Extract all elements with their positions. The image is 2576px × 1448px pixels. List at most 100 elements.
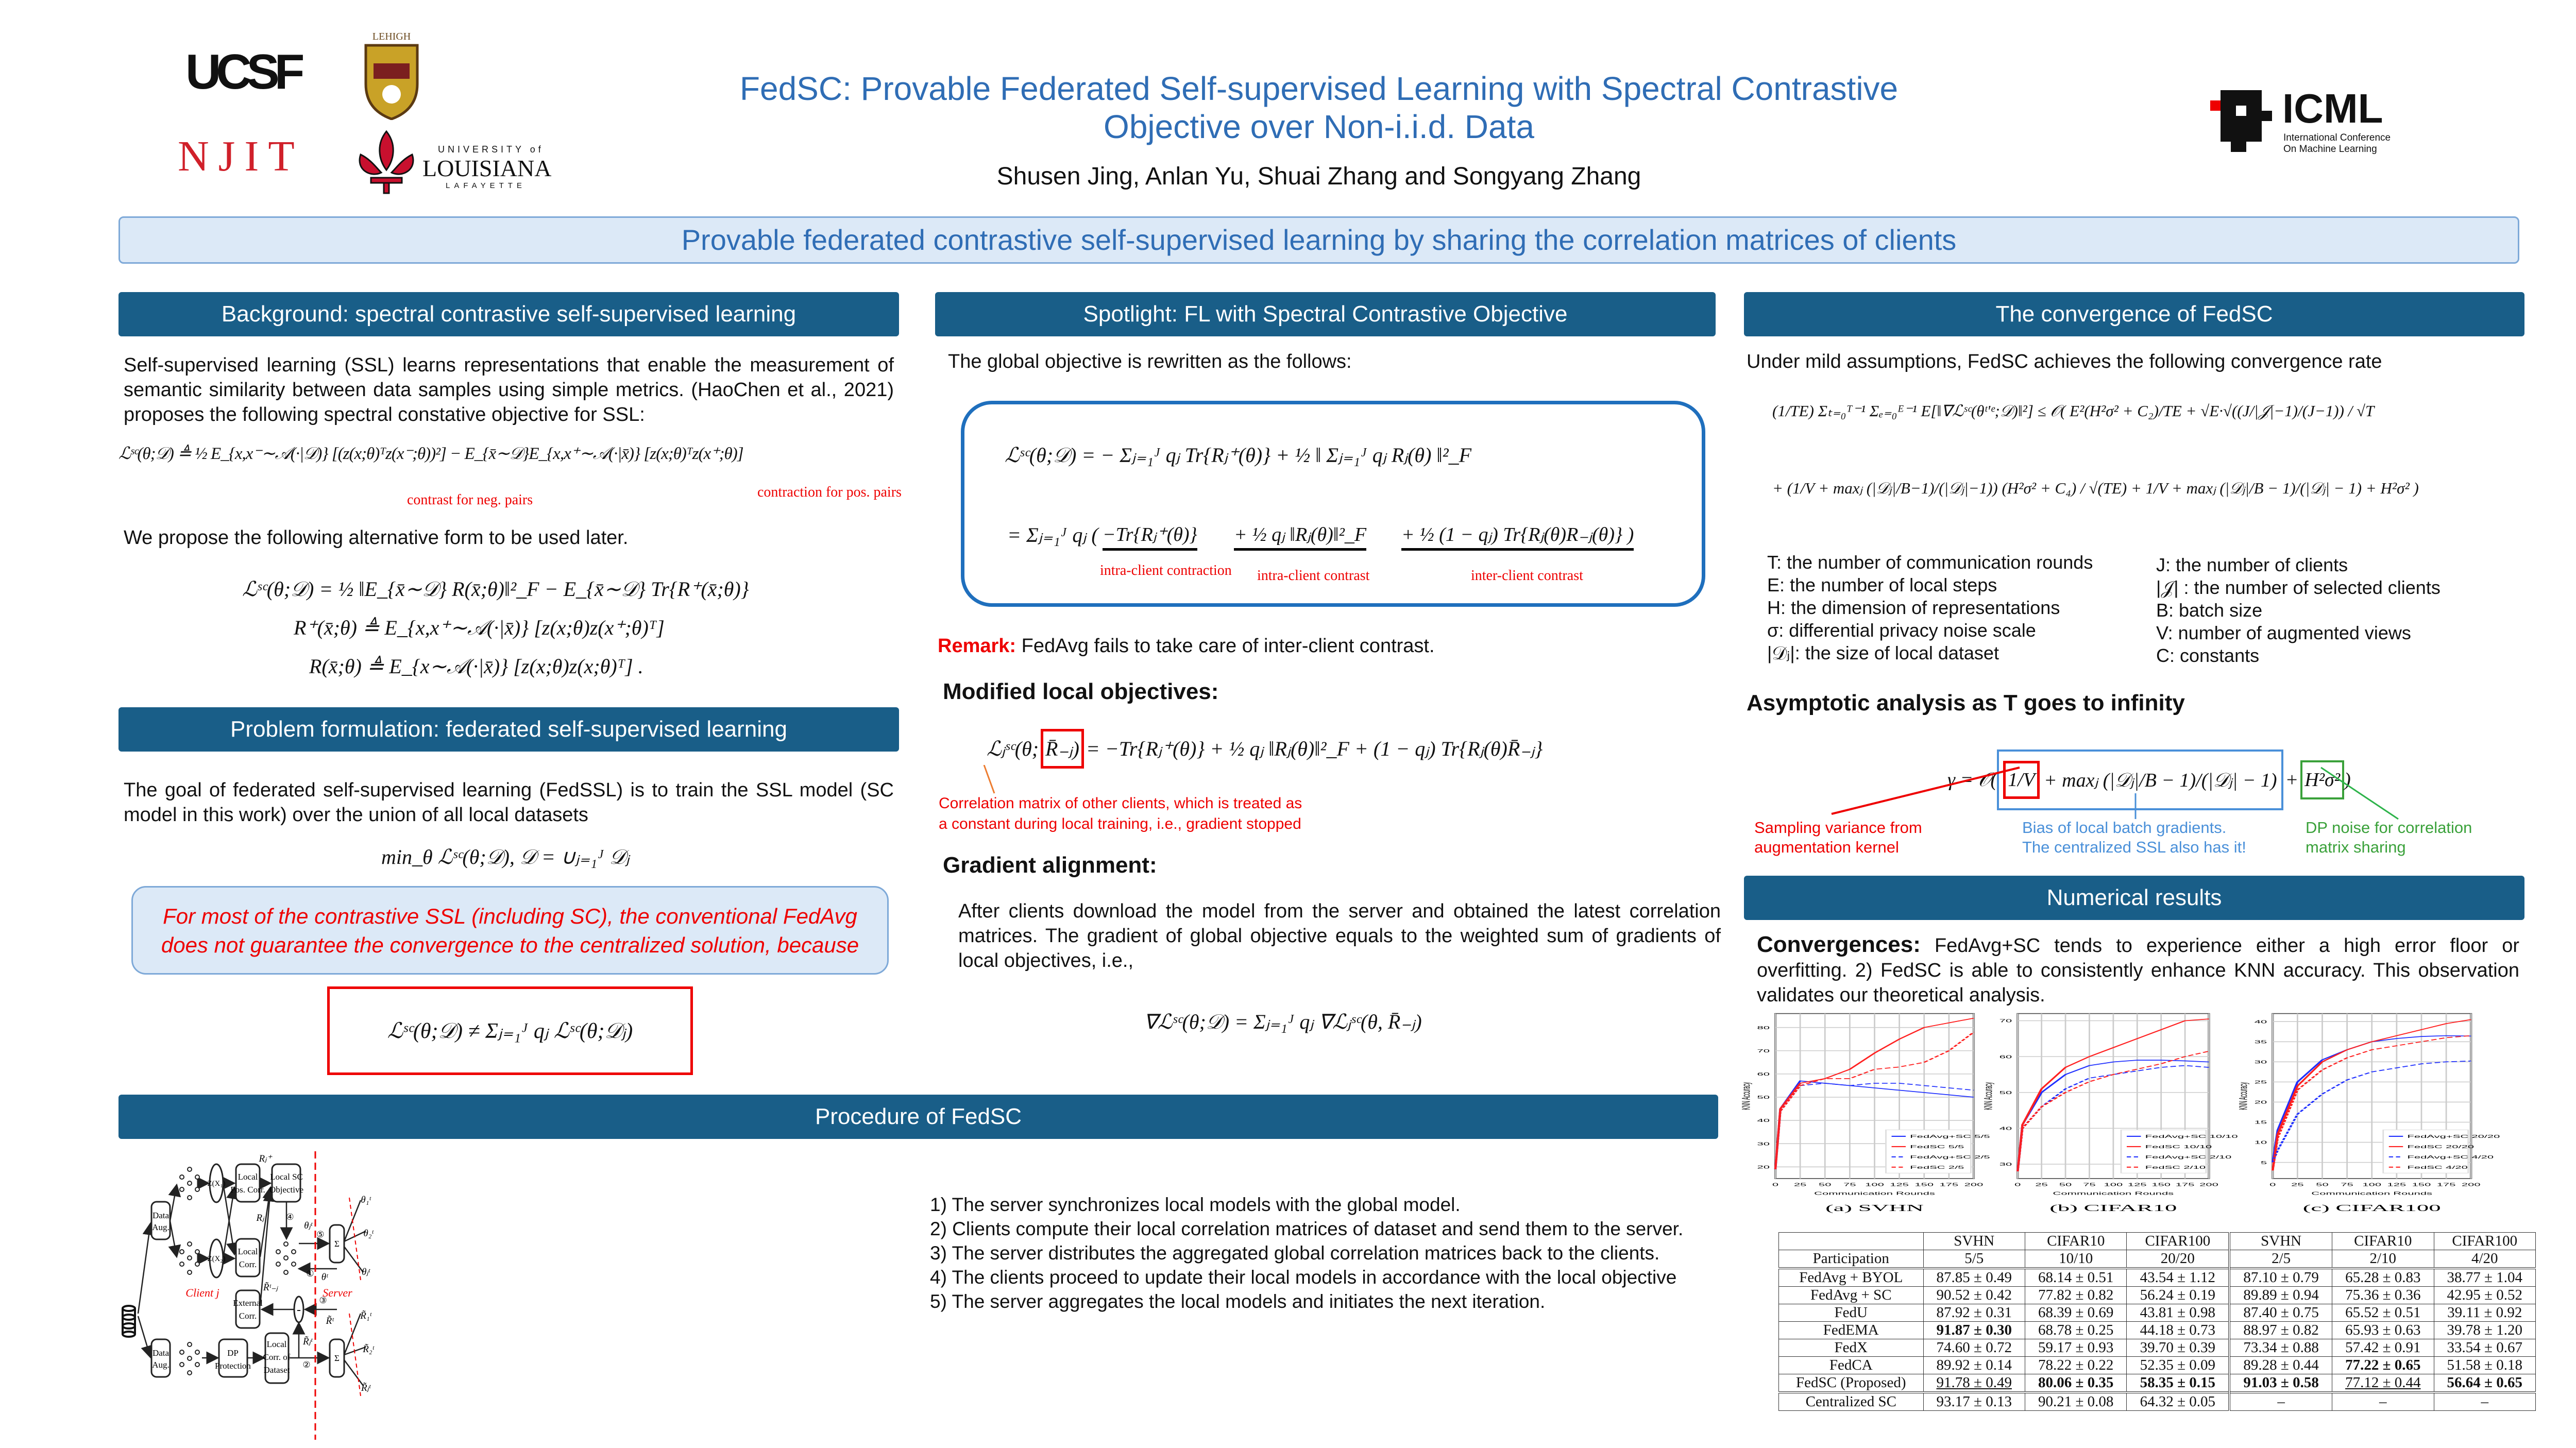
problem-heading: Problem formulation: federated self-supe…	[118, 707, 899, 752]
svg-text:Corr.: Corr.	[239, 1259, 257, 1269]
legend-label: FedAvg+SC 2/10	[2145, 1154, 2232, 1160]
icml-logo: ICML International Conference On Machine…	[2205, 85, 2432, 157]
warning-text: For most of the contrastive SSL (includi…	[161, 904, 859, 957]
table-cell: 43.54 ± 1.12	[2126, 1267, 2230, 1287]
ann-pos-pairs: contraction for pos. pairs	[757, 484, 902, 500]
svg-text:Local SC: Local SC	[270, 1172, 303, 1182]
table-cell: 4/20	[2433, 1250, 2536, 1269]
table-cell: 77.82 ± 0.82	[2024, 1286, 2127, 1304]
svg-text:Rⱼ⁺: Rⱼ⁺	[259, 1153, 273, 1164]
modified-eq-lhs: ℒⱼˢᶜ(θ;	[987, 737, 1039, 760]
x-tick-label: 150	[2151, 1182, 2171, 1187]
x-tick-label: 25	[1794, 1182, 1806, 1187]
table-cell: 2/10	[2332, 1250, 2434, 1269]
warning-box: For most of the contrastive SSL (includi…	[131, 886, 889, 975]
svg-text:Aug.: Aug.	[152, 1360, 170, 1370]
legend-label: FedSC 20/20	[2408, 1144, 2475, 1149]
ucsf-logo: UCSF	[185, 44, 304, 99]
svg-text:R̃ᵗ: R̃ᵗ	[326, 1316, 335, 1326]
table-cell: FedX	[1778, 1339, 1924, 1357]
table-row: Centralized SC 93.17 ± 0.13 90.21 ± 0.08 64…	[1778, 1391, 2536, 1411]
legend-label: FedSC 2/10	[2145, 1165, 2206, 1170]
poster-title: FedSC: Provable Federated Self-supervise…	[739, 70, 1899, 145]
background-paragraph2: We propose the following alternative for…	[124, 527, 629, 549]
annotation-arrow-icon	[983, 765, 995, 794]
svg-text:θⱼᵗ: θⱼᵗ	[362, 1267, 371, 1277]
x-tick-label: 100	[2104, 1182, 2123, 1187]
results-table: SVHN CIFAR10 CIFAR100 SVHN CIFAR10 CIFAR100 Pa…	[1778, 1232, 2536, 1411]
svg-text:Local: Local	[267, 1339, 287, 1349]
table-cell: 42.95 ± 0.52	[2433, 1286, 2536, 1304]
legend-label: FedSC 10/10	[2145, 1144, 2212, 1149]
y-tick-label: 80	[1757, 1025, 1770, 1030]
svg-text:R̃ᵗ₋ⱼ: R̃ᵗ₋ⱼ	[263, 1282, 279, 1293]
table-cell: 89.89 ± 0.94	[2228, 1286, 2333, 1304]
ann-bias: Bias of local batch gradients. The centra…	[2022, 819, 2246, 856]
table-cell: 65.52 ± 0.51	[2332, 1304, 2434, 1322]
svg-text:R̃ⱼᵗ: R̃ⱼᵗ	[361, 1383, 371, 1393]
series-line	[2272, 1019, 2472, 1171]
procedure-step: 1) The server synchronizes local models …	[930, 1194, 1461, 1215]
table-cell: 89.92 ± 0.14	[1923, 1356, 2025, 1374]
table-cell: 91.87 ± 0.30	[1923, 1321, 2025, 1339]
svg-text:④: ④	[286, 1212, 294, 1222]
svg-text:Rⱼ: Rⱼ	[256, 1213, 265, 1223]
svg-text:Objective: Objective	[269, 1185, 303, 1195]
table-cell: 91.03 ± 0.58	[2228, 1374, 2333, 1393]
remark-label: Remark:	[938, 635, 1016, 657]
table-cell: 58.35 ± 0.15	[2126, 1374, 2230, 1393]
x-tick-label: 25	[2291, 1182, 2303, 1187]
svg-text:⑤: ⑤	[316, 1230, 324, 1239]
modified-eq: ℒⱼˢᶜ(θ; R̄₋ⱼ) = −Tr{Rⱼ⁺(θ)} + ½ qⱼ ‖Rⱼ(θ…	[987, 729, 1543, 769]
x-tick-label: 50	[2316, 1182, 2328, 1187]
neural-net-icons	[179, 1167, 296, 1375]
svg-text:R̃₁ᵗ: R̃₁ᵗ	[360, 1310, 372, 1321]
lehigh-label: LEHIGH	[372, 31, 411, 42]
results-heading: Numerical results	[1744, 876, 2524, 920]
table-cell: 74.60 ± 0.72	[1923, 1339, 2025, 1357]
svg-text:③: ③	[319, 1296, 327, 1305]
procedure-step: 3) The server distributes the aggregated…	[930, 1242, 1660, 1264]
spotlight-intro: The global objective is rewritten as the…	[948, 351, 1352, 372]
y-tick-label: 30	[2255, 1060, 2267, 1065]
x-tick-label: 200	[1964, 1182, 1984, 1187]
table-cell: 77.22 ± 0.65	[2332, 1356, 2434, 1374]
table-cell: 75.36 ± 0.36	[2332, 1286, 2434, 1304]
svg-text:External: External	[233, 1298, 263, 1308]
svg-text:-: -	[297, 1303, 301, 1317]
table-row: FedEMA 91.87 ± 0.30 68.78 ± 0.25 44.18 ± 0.…	[1778, 1321, 2536, 1339]
x-tick-label: 175	[1940, 1182, 1959, 1187]
svg-text:Pos. Corr.: Pos. Corr.	[230, 1185, 265, 1195]
convergence-heading: The convergence of FedSC	[1744, 292, 2524, 336]
variance-box: 1/V	[2003, 761, 2040, 799]
table-cell: 68.39 ± 0.69	[2024, 1304, 2127, 1322]
svg-text:θ₂ᵗ: θ₂ᵗ	[363, 1228, 374, 1239]
inequality-box: ℒˢᶜ(θ;𝒟) ≠ Σⱼ₌₁ᴶ qⱼ ℒˢᶜ(θ;𝒟ⱼ)	[327, 986, 693, 1075]
legend-label: FedAvg+SC 20/20	[2408, 1134, 2500, 1139]
r-bar-box: R̄₋ⱼ)	[1041, 729, 1084, 769]
table-cell: 68.78 ± 0.25	[2024, 1321, 2127, 1339]
svg-text:R̃ⱼᵗ: R̃ⱼᵗ	[302, 1336, 313, 1347]
y-tick-label: 35	[2255, 1040, 2267, 1045]
louisiana-bottom: LAFAYETTE	[446, 181, 526, 190]
table-cell: 56.24 ± 0.19	[2126, 1286, 2230, 1304]
table-cell: 44.18 ± 0.73	[2126, 1321, 2230, 1339]
table-cell: 10/10	[2024, 1250, 2127, 1269]
table-cell: 64.32 ± 0.05	[2126, 1391, 2230, 1411]
problem-paragraph: The goal of federated self-supervised le…	[124, 779, 894, 826]
table-cell: 65.28 ± 0.83	[2332, 1267, 2434, 1287]
lehigh-shield-icon	[364, 44, 419, 121]
table-cell: –	[2228, 1391, 2333, 1411]
table-cell: 68.14 ± 0.51	[2024, 1267, 2127, 1287]
convergence-eq2: + (1/V + maxⱼ (|𝒟ⱼ|/B−1)/(|𝒟ⱼ|−1)) (H²σ²…	[1772, 479, 2419, 497]
table-cell: CIFAR10	[2024, 1232, 2127, 1250]
y-axis-label: KNN Accuracy	[1982, 1082, 1995, 1110]
svg-text:Σ: Σ	[334, 1353, 340, 1363]
database-icon	[122, 1305, 136, 1338]
ann-dp-noise: DP noise for correlation matrix sharing	[2306, 819, 2472, 856]
table-cell: SVHN	[1923, 1232, 2025, 1250]
bias-box: 1/V + maxⱼ (|𝒟ⱼ|/B − 1)/(|𝒟ⱼ| − 1)	[1997, 749, 2283, 810]
table-cell: 51.58 ± 0.18	[2433, 1356, 2536, 1374]
y-axis-label: KNN Accuracy	[1741, 1082, 1753, 1110]
x-tick-label: 150	[2412, 1182, 2431, 1187]
